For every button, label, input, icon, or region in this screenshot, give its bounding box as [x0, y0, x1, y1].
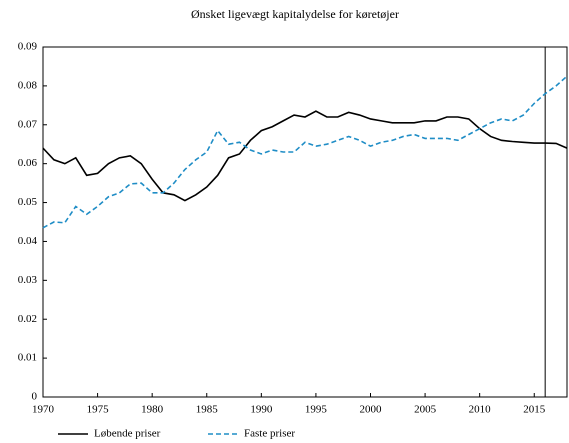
- x-tick-label: 1990: [250, 404, 273, 416]
- x-tick-label: 2000: [360, 404, 383, 416]
- y-tick-label: 0.02: [18, 313, 37, 325]
- line-series: [42, 110, 568, 202]
- x-tick-label: 2010: [469, 404, 492, 416]
- x-tick-label: 2005: [414, 404, 437, 416]
- plot-frame: [42, 46, 568, 398]
- y-tick-label: 0.07: [18, 118, 38, 130]
- x-tick-label: 1980: [141, 404, 164, 416]
- y-tick-label: 0: [32, 391, 38, 403]
- y-tick-label: 0.01: [18, 352, 37, 364]
- chart-title: Ønsket ligevægt kapitalydelse for køretø…: [191, 7, 399, 21]
- legend-label: Løbende priser: [94, 428, 161, 440]
- x-tick-label: 1975: [87, 404, 110, 416]
- x-tick-label: 2015: [523, 404, 546, 416]
- y-tick-label: 0.04: [18, 235, 38, 247]
- x-tick-label: 1970: [32, 404, 55, 416]
- y-tick-label: 0.06: [18, 157, 38, 169]
- y-tick-label: 0.05: [18, 196, 38, 208]
- x-tick-label: 1985: [196, 404, 219, 416]
- legend-label: Faste priser: [244, 428, 295, 440]
- y-tick-label: 0.09: [18, 41, 38, 53]
- y-tick-label: 0.03: [18, 274, 38, 286]
- y-tick-label: 0.08: [18, 79, 38, 91]
- line-series: [42, 75, 568, 229]
- x-tick-label: 1995: [305, 404, 328, 416]
